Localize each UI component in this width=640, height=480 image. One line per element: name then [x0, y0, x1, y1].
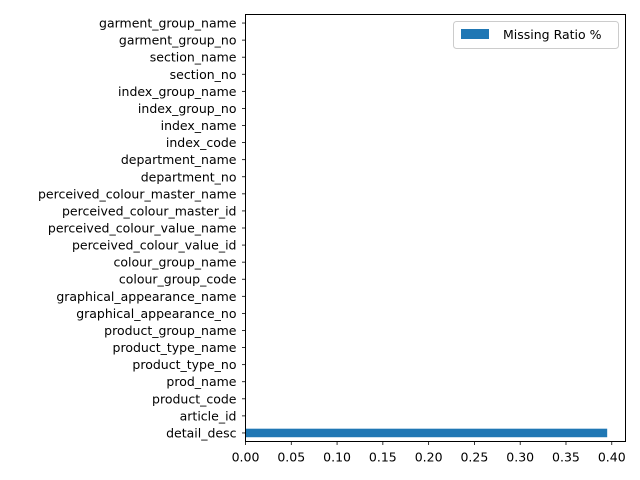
legend-label: Missing Ratio %: [503, 27, 602, 42]
bar-detail-desc: [245, 428, 608, 438]
y-tick-label: perceived_colour_value_name: [48, 221, 237, 236]
x-tick-label: 0.00: [232, 450, 260, 465]
y-tick-label: index_code: [166, 135, 237, 150]
plot-frame: [245, 14, 626, 442]
x-tick-label: 0.05: [277, 450, 305, 465]
y-tick-label: graphical_appearance_no: [76, 306, 236, 321]
y-tick-label: perceived_colour_master_id: [62, 203, 237, 218]
y-tick-label: detail_desc: [166, 425, 237, 440]
x-tick-label: 0.25: [460, 450, 488, 465]
y-tick-label: department_no: [141, 169, 237, 184]
y-tick-label: perceived_colour_value_id: [72, 238, 237, 253]
x-tick-label: 0.20: [415, 450, 443, 465]
y-tick-label: product_group_name: [104, 323, 237, 338]
x-axis: 0.00 0.05 0.10 0.15 0.20 0.25 0.30 0.35 0.40: [232, 441, 626, 465]
y-tick-label: perceived_colour_master_name: [38, 186, 237, 201]
legend-box: [453, 21, 619, 49]
y-tick-label: garment_group_name: [99, 16, 237, 31]
y-tick-label: graphical_appearance_name: [56, 289, 236, 304]
legend: Missing Ratio %: [453, 21, 619, 49]
legend-swatch: [461, 29, 489, 39]
y-tick-label: product_code: [152, 391, 237, 406]
y-tick-label: colour_group_name: [114, 255, 237, 270]
x-tick-label: 0.40: [598, 450, 626, 465]
x-tick-label: 0.35: [552, 450, 580, 465]
y-tick-label: product_type_no: [132, 357, 236, 372]
y-axis: detail_desc article_id product_code prod_na…: [38, 16, 246, 440]
x-tick-label: 0.10: [323, 450, 351, 465]
y-tick-label: department_name: [121, 152, 237, 167]
y-tick-label: prod_name: [166, 374, 236, 389]
y-tick-label: product_type_name: [113, 340, 237, 355]
y-tick-label: article_id: [180, 408, 237, 423]
y-tick-label: index_group_no: [138, 101, 237, 116]
y-tick-label: garment_group_no: [119, 33, 237, 48]
y-tick-label: index_name: [161, 118, 237, 133]
y-tick-label: section_name: [150, 50, 237, 65]
y-tick-label: index_group_name: [118, 84, 237, 99]
y-tick-label: section_no: [170, 67, 237, 82]
y-tick-label: colour_group_code: [119, 272, 237, 287]
x-tick-label: 0.30: [506, 450, 534, 465]
x-tick-label: 0.15: [369, 450, 397, 465]
bars-layer: [245, 428, 608, 438]
